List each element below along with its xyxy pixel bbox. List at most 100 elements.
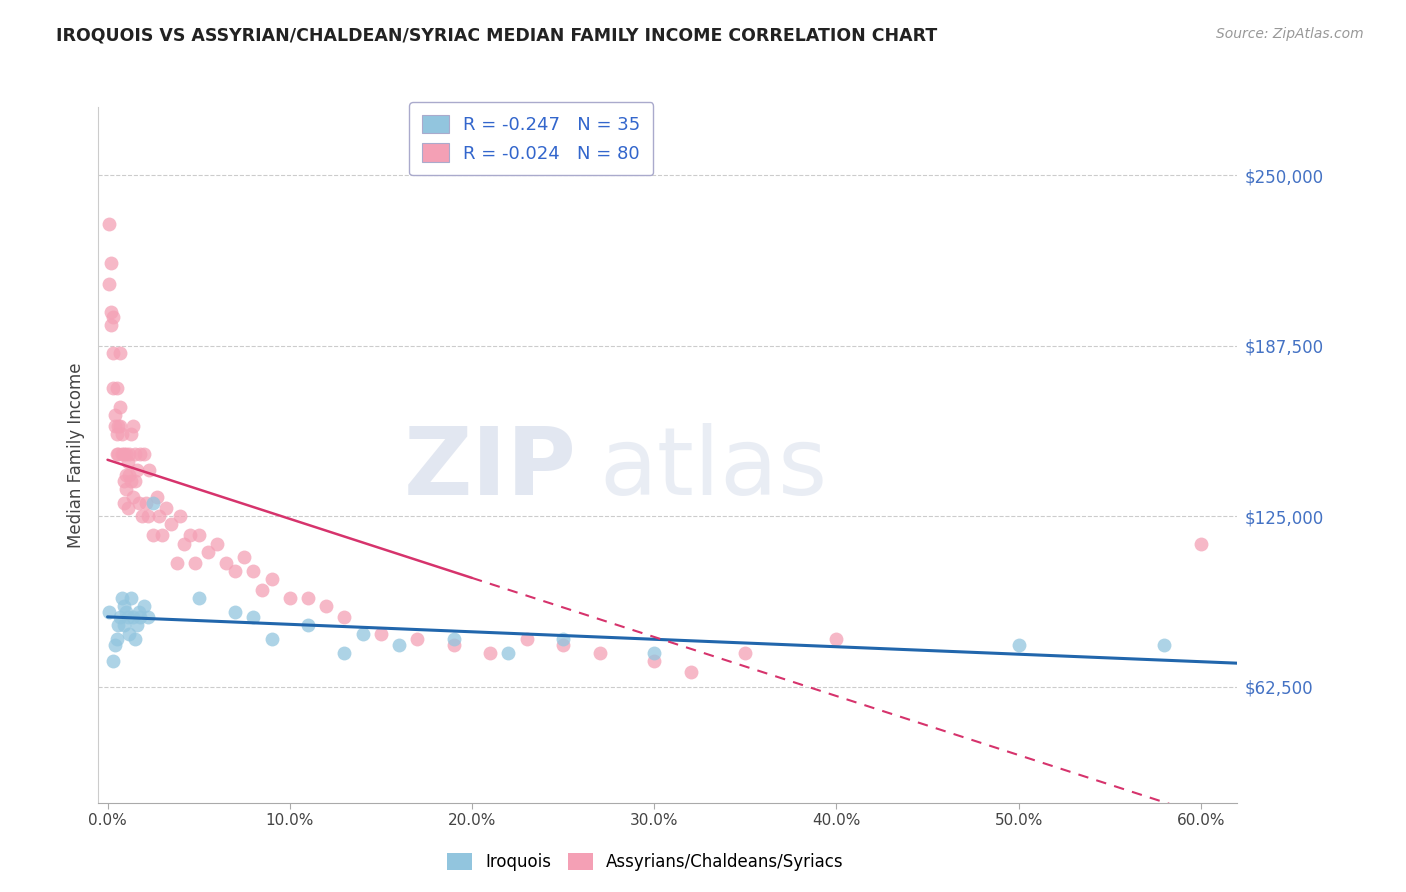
- Point: [104, 409, 127, 423]
- Point: [242, 564, 264, 578]
- Point: [169, 509, 191, 524]
- Point: [110, 400, 132, 414]
- Point: [125, 618, 148, 632]
- Point: [98, 605, 121, 619]
- Point: [100, 318, 122, 333]
- Point: [138, 463, 160, 477]
- Point: [150, 528, 173, 542]
- Point: [128, 605, 150, 619]
- Point: [443, 638, 465, 652]
- Point: [111, 446, 134, 460]
- Point: [643, 654, 665, 668]
- Point: [98, 277, 121, 292]
- Point: [125, 463, 148, 477]
- Point: [107, 446, 129, 460]
- Point: [117, 610, 139, 624]
- Point: [101, 310, 124, 325]
- Point: [100, 255, 122, 269]
- Point: [124, 474, 146, 488]
- Point: [233, 550, 256, 565]
- Point: [114, 468, 136, 483]
- Point: [124, 446, 146, 460]
- Point: [117, 501, 139, 516]
- Point: [110, 345, 132, 359]
- Point: [105, 427, 128, 442]
- Point: [148, 509, 170, 524]
- Point: [114, 446, 136, 460]
- Point: [128, 496, 150, 510]
- Point: [160, 517, 183, 532]
- Point: [112, 599, 135, 614]
- Text: atlas: atlas: [599, 423, 828, 515]
- Point: [315, 599, 337, 614]
- Point: [101, 654, 124, 668]
- Point: [370, 626, 392, 640]
- Point: [129, 446, 152, 460]
- Point: [179, 528, 201, 542]
- Point: [142, 528, 165, 542]
- Point: [333, 646, 356, 660]
- Point: [1007, 638, 1029, 652]
- Point: [111, 427, 134, 442]
- Point: [117, 455, 139, 469]
- Point: [734, 646, 756, 660]
- Point: [224, 564, 246, 578]
- Point: [297, 591, 319, 606]
- Point: [112, 618, 135, 632]
- Point: [107, 618, 129, 632]
- Point: [252, 582, 274, 597]
- Point: [111, 591, 134, 606]
- Point: [132, 446, 155, 460]
- Point: [215, 556, 238, 570]
- Point: [114, 482, 136, 496]
- Point: [333, 610, 356, 624]
- Point: [132, 599, 155, 614]
- Point: [110, 419, 132, 434]
- Point: [184, 556, 207, 570]
- Point: [131, 509, 153, 524]
- Y-axis label: Median Family Income: Median Family Income: [66, 362, 84, 548]
- Point: [120, 474, 142, 488]
- Point: [551, 632, 574, 646]
- Point: [124, 632, 146, 646]
- Point: [498, 646, 520, 660]
- Point: [112, 446, 135, 460]
- Point: [260, 632, 283, 646]
- Point: [679, 665, 702, 679]
- Point: [98, 218, 121, 232]
- Point: [166, 556, 188, 570]
- Point: [1189, 536, 1212, 550]
- Point: [118, 446, 141, 460]
- Point: [114, 605, 136, 619]
- Point: [107, 419, 129, 434]
- Point: [136, 509, 159, 524]
- Point: [406, 632, 429, 646]
- Point: [110, 610, 132, 624]
- Point: [101, 381, 124, 395]
- Point: [136, 610, 159, 624]
- Point: [588, 646, 610, 660]
- Point: [352, 626, 374, 640]
- Point: [187, 528, 209, 542]
- Point: [479, 646, 502, 660]
- Point: [122, 419, 145, 434]
- Point: [112, 474, 135, 488]
- Point: [122, 490, 145, 504]
- Point: [443, 632, 465, 646]
- Point: [122, 610, 145, 624]
- Point: [155, 501, 177, 516]
- Point: [388, 638, 411, 652]
- Point: [516, 632, 538, 646]
- Point: [297, 618, 319, 632]
- Point: [551, 638, 574, 652]
- Text: IROQUOIS VS ASSYRIAN/CHALDEAN/SYRIAC MEDIAN FAMILY INCOME CORRELATION CHART: IROQUOIS VS ASSYRIAN/CHALDEAN/SYRIAC MED…: [56, 27, 938, 45]
- Point: [278, 591, 301, 606]
- Point: [100, 304, 122, 318]
- Point: [105, 446, 128, 460]
- Point: [104, 638, 127, 652]
- Point: [112, 496, 135, 510]
- Point: [643, 646, 665, 660]
- Point: [129, 610, 152, 624]
- Point: [197, 545, 219, 559]
- Point: [187, 591, 209, 606]
